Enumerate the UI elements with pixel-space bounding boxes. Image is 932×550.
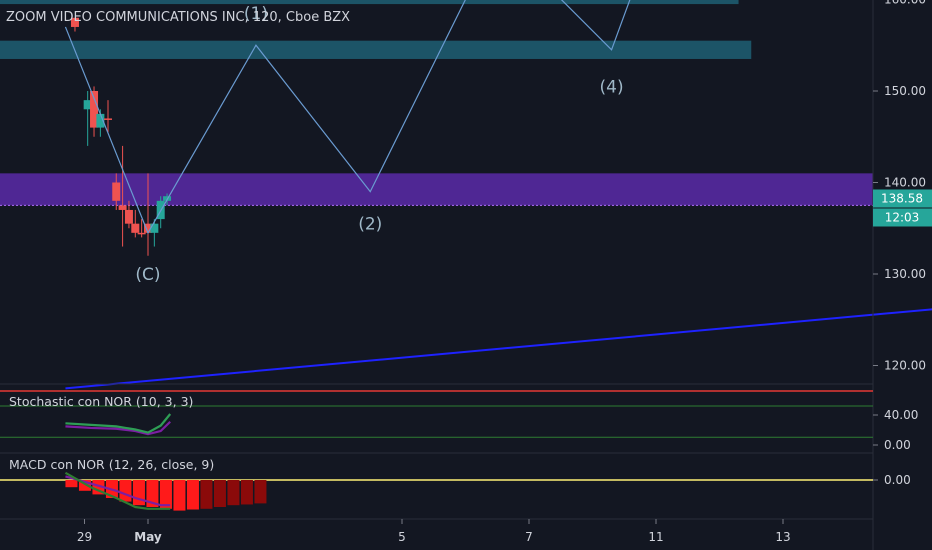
macd-bar-1	[78, 480, 91, 491]
price-tick-label: 160.00	[884, 0, 926, 7]
lines-layer	[65, 308, 932, 390]
time-tick-label: 29	[77, 530, 92, 544]
time-tick-label: 13	[775, 530, 790, 544]
candle-body	[112, 182, 121, 201]
macd-bar-4	[119, 480, 132, 502]
price-tick-label: 120.00	[884, 359, 926, 373]
macd-bar-9	[186, 480, 199, 510]
macd-tick-label: 0.00	[884, 473, 911, 487]
last-price-badge-text: 138.58	[881, 191, 923, 205]
stochastic-title: Stochastic con NOR (10, 3, 3)	[9, 394, 193, 409]
macd-bar-11	[213, 480, 226, 507]
stochastic-pane: 40.00 0.00	[0, 405, 918, 452]
wave-label-1: (1)	[244, 4, 268, 24]
macd-bar-13	[240, 480, 253, 505]
candle-body	[118, 205, 127, 210]
macd-bar-0	[65, 480, 78, 488]
price-tick-label: 140.00	[884, 176, 926, 190]
candle-body	[131, 223, 140, 233]
time-tick-label: 5	[398, 530, 406, 544]
wave-label-0: (C)	[135, 265, 160, 285]
stoch-k-line	[65, 413, 172, 434]
stoch-tick-label: 0.00	[884, 438, 911, 452]
time-tick-label: 11	[648, 530, 663, 544]
candle-body	[137, 232, 146, 235]
macd-bar-7	[159, 480, 172, 509]
candle-body	[163, 196, 172, 201]
wave-label-4: (4)	[600, 77, 624, 97]
candle-11	[150, 219, 159, 247]
resistance-zone-2	[0, 40, 752, 59]
stoch-d-line	[65, 420, 171, 436]
price-axis[interactable]: 120.00130.00140.00150.00160.00170.00180.…	[873, 0, 926, 373]
elliott-wave-layer: (C)(1)(2)(3)(4)(5)	[64, 0, 631, 285]
macd-bar-6	[146, 480, 159, 507]
candle-body	[103, 118, 112, 120]
candle-body	[90, 91, 99, 128]
macd-signal-line	[65, 475, 171, 507]
chart-title: ZOOM VIDEO COMMUNICATIONS INC, 120, Cboe…	[6, 10, 350, 25]
candle-5	[112, 173, 121, 210]
macd-bar-10	[200, 480, 213, 509]
macd-line	[64, 471, 171, 510]
candle-9	[137, 219, 146, 238]
resistance-zone-1	[0, 0, 739, 5]
candle-body	[150, 223, 159, 233]
last-price-badge: 138.58	[873, 189, 932, 208]
macd-title: MACD con NOR (12, 26, close, 9)	[9, 457, 214, 472]
support-zone-3	[0, 173, 873, 206]
candle-body	[144, 223, 152, 233]
macd-pane: 0.00	[0, 471, 911, 511]
macd-bar-8	[173, 480, 186, 511]
wave-label-2: (2)	[358, 215, 382, 235]
candle-10	[144, 173, 152, 256]
time-tick-label: May	[134, 530, 162, 544]
price-tick-label: 130.00	[884, 267, 926, 281]
candle-7	[124, 200, 133, 229]
macd-bar-14	[254, 480, 267, 504]
candle-0	[70, 17, 79, 32]
candle-body	[83, 100, 92, 110]
countdown-badge-bg	[873, 208, 932, 227]
candle-body	[124, 209, 133, 224]
candle-8	[131, 209, 140, 238]
candle-6	[118, 145, 127, 247]
candle-body	[96, 113, 105, 128]
zones-layer	[0, 0, 873, 206]
price-tick-label: 150.00	[884, 84, 926, 98]
macd-bar-5	[132, 480, 145, 506]
time-tick-label: 7	[525, 530, 533, 544]
countdown-badge-text: 12:03	[885, 210, 920, 224]
stoch-tick-label: 40.00	[884, 408, 918, 422]
candle-4	[103, 100, 112, 133]
macd-bar-12	[227, 480, 240, 506]
elliott-wave-path	[64, 0, 631, 235]
candle-body	[70, 17, 79, 27]
candle-1	[83, 91, 92, 146]
last-price-badge-bg	[873, 189, 932, 208]
countdown-badge: 12:03	[873, 208, 932, 227]
time-axis[interactable]: 29 May 5 7 11 13	[77, 519, 791, 544]
candle-2	[90, 86, 99, 137]
channel-lower	[65, 308, 932, 390]
